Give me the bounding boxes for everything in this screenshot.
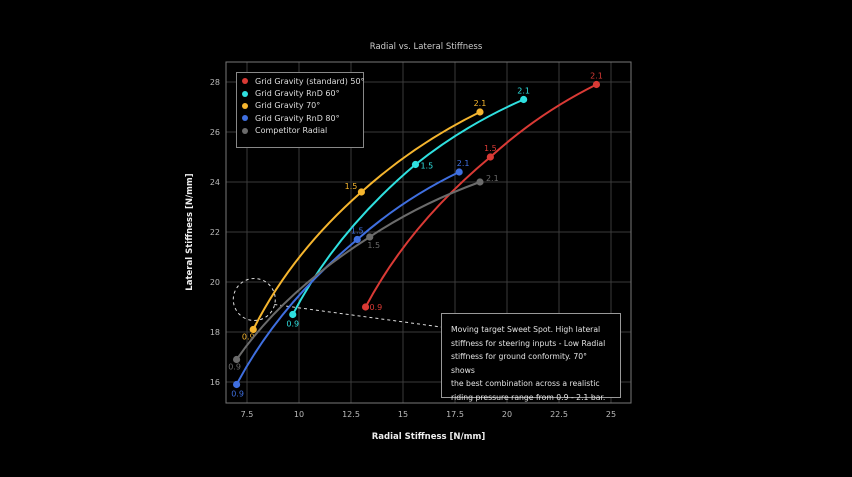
y-tick-label: 16 <box>210 378 220 387</box>
x-tick-label: 25 <box>606 410 616 419</box>
point-label: 2.1 <box>517 87 530 96</box>
annotation-line: stiffness for ground conformity. 70° sho… <box>451 352 588 375</box>
point-label: 2.1 <box>590 72 603 81</box>
legend-marker-icon <box>242 90 248 97</box>
point-label: 1.5 <box>484 144 497 153</box>
data-point <box>361 303 370 311</box>
legend-marker-icon <box>242 127 248 134</box>
annotation-line: stiffness for steering inputs - Low Radi… <box>451 338 606 348</box>
chart-title: Radial vs. Lateral Stiffness <box>369 42 483 52</box>
point-label: 2.1 <box>486 174 499 183</box>
point-label: 0.9 <box>370 303 383 312</box>
legend-marker-icon <box>242 102 248 109</box>
data-point <box>249 325 257 334</box>
x-tick-label: 22.5 <box>550 410 568 419</box>
annotation-line: Moving target Sweet Spot. High lateral <box>451 325 601 334</box>
point-label: 0.9 <box>231 390 244 399</box>
legend-marker-icon <box>242 115 248 122</box>
annotation-line: the best combination across a realistic <box>451 379 600 389</box>
data-point <box>289 310 297 319</box>
point-label: 0.9 <box>286 320 299 329</box>
series-line <box>291 98 525 315</box>
annotation-line: riding pressure range from 0.9 - 2.1 bar… <box>451 392 606 402</box>
data-point <box>455 168 463 176</box>
legend-item: Grid Gravity RnD 80° <box>237 112 363 124</box>
annotation-box: Moving target Sweet Spot. High lateral s… <box>441 313 621 402</box>
point-label: 0.9 <box>242 333 255 342</box>
annotation-leader-line <box>274 304 442 328</box>
data-point <box>233 355 241 364</box>
y-tick-label: 24 <box>210 178 220 187</box>
data-point <box>520 95 528 104</box>
x-tick-label: 20 <box>502 410 512 419</box>
data-point <box>592 80 601 89</box>
legend-item: Grid Gravity RnD 60° <box>237 87 363 99</box>
legend-marker-icon <box>242 78 248 85</box>
legend-item: Grid Gravity 70° <box>237 100 363 112</box>
y-tick-label: 18 <box>210 328 220 337</box>
point-label: 0.9 <box>228 363 241 372</box>
data-point <box>353 235 361 244</box>
y-tick-label: 28 <box>210 78 220 87</box>
data-point <box>233 380 241 389</box>
data-point <box>411 160 420 169</box>
x-axis-label: Radial Stiffness [N/mm] <box>371 432 486 442</box>
legend-item: Grid Gravity (standard) 50° <box>237 75 365 87</box>
x-tick-label: 10 <box>294 410 304 419</box>
data-point <box>476 108 484 116</box>
series-line <box>364 83 597 308</box>
y-tick-label: 26 <box>210 128 220 137</box>
point-label: 2.1 <box>457 159 470 168</box>
data-point <box>476 178 484 186</box>
point-label: 1.5 <box>351 227 364 236</box>
y-tick-label: 22 <box>210 228 220 237</box>
x-tick-label: 7.5 <box>241 410 254 419</box>
point-label: 2.1 <box>474 99 487 108</box>
legend-item: Competitor Radial <box>237 125 363 137</box>
sweet-spot-circle <box>232 278 276 321</box>
point-label: 1.5 <box>367 241 380 250</box>
legend: Grid Gravity (standard) 50° Grid Gravity… <box>236 72 365 148</box>
point-label: 1.5 <box>345 182 358 191</box>
y-tick-label: 20 <box>210 278 220 287</box>
data-point <box>357 188 365 196</box>
x-tick-label: 17.5 <box>446 410 464 419</box>
x-tick-label: 15 <box>398 410 408 419</box>
data-point <box>486 153 494 161</box>
x-tick-label: 12.5 <box>342 410 360 419</box>
data-point <box>366 233 374 241</box>
point-label: 1.5 <box>420 162 433 171</box>
plot-frame <box>225 61 632 404</box>
